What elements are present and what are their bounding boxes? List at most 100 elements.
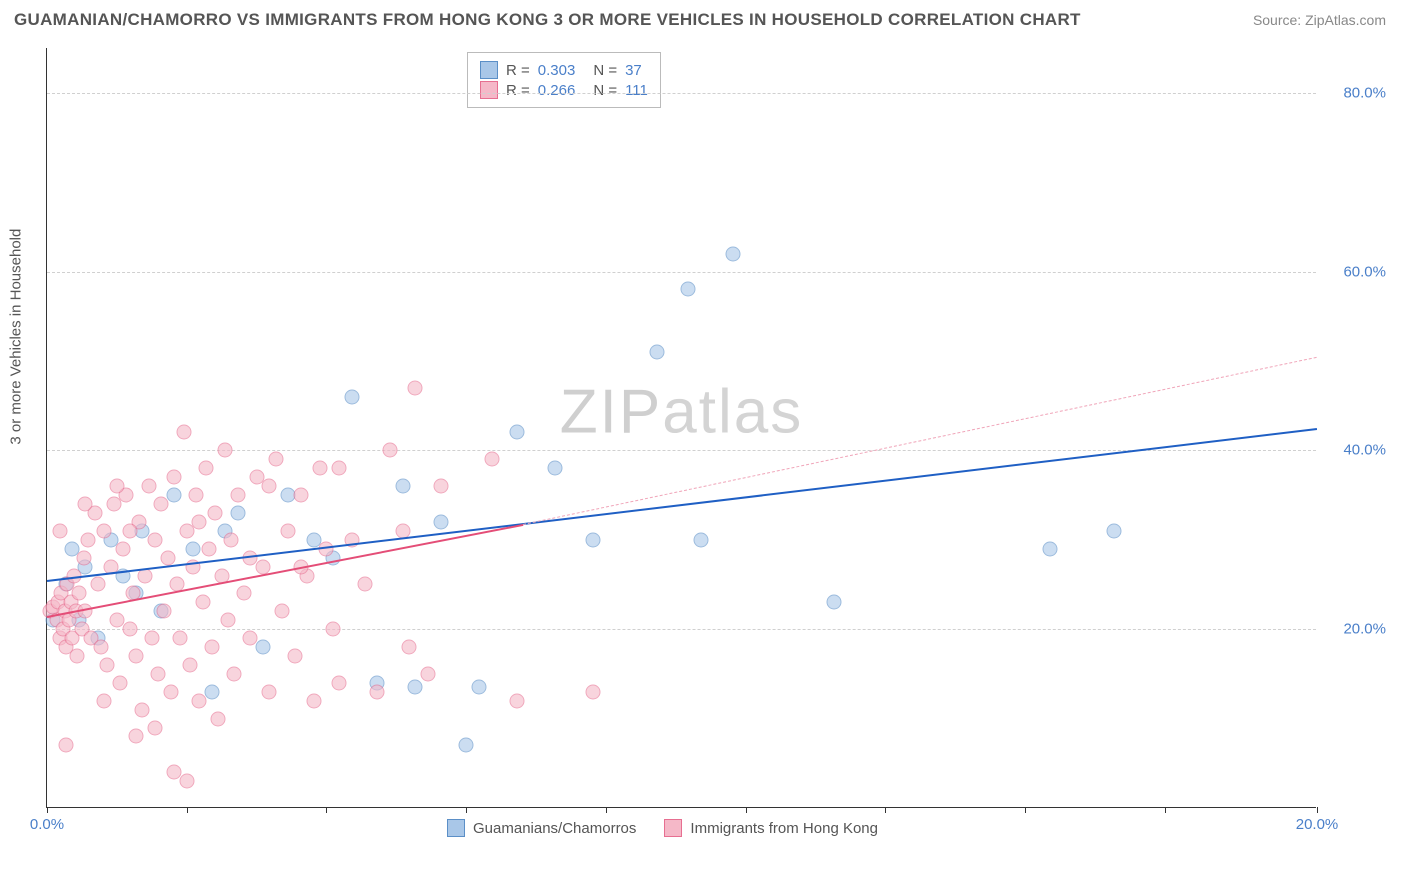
x-tick-label: 0.0% [30,816,64,833]
data-point [382,443,397,458]
data-point [421,666,436,681]
data-point [1043,541,1058,556]
plot-area: ZIPatlas R = 0.303N = 37R = 0.266N = 111… [46,48,1316,808]
data-point [433,514,448,529]
data-point [154,497,169,512]
data-point [408,380,423,395]
data-point [122,622,137,637]
x-tick-label: 20.0% [1296,816,1339,833]
data-point [509,425,524,440]
legend-item: Immigrants from Hong Kong [664,819,878,837]
x-tick [466,807,467,813]
data-point [151,666,166,681]
data-point [255,559,270,574]
data-point [586,684,601,699]
data-point [236,586,251,601]
data-point [179,774,194,789]
x-tick [606,807,607,813]
legend-swatch [447,819,465,837]
trend-line [523,356,1317,524]
x-tick [1025,807,1026,813]
data-point [243,631,258,646]
data-point [332,461,347,476]
data-point [370,684,385,699]
legend-n-value: 37 [625,62,642,79]
x-tick [187,807,188,813]
legend-swatch [480,81,498,99]
watermark: ZIPatlas [560,377,803,448]
data-point [192,514,207,529]
data-point [471,680,486,695]
data-point [262,684,277,699]
x-tick [746,807,747,813]
data-point [182,657,197,672]
data-point [81,532,96,547]
legend-label: Immigrants from Hong Kong [690,820,878,837]
data-point [113,675,128,690]
chart-title: GUAMANIAN/CHAMORRO VS IMMIGRANTS FROM HO… [14,10,1081,30]
data-point [548,461,563,476]
data-point [255,640,270,655]
data-point [306,693,321,708]
data-point [160,550,175,565]
data-point [294,488,309,503]
data-point [52,523,67,538]
data-point [186,541,201,556]
source-label: Source: ZipAtlas.com [1253,12,1386,28]
legend-n-value: 111 [625,82,648,99]
legend-n-label: N = [593,82,617,99]
legend-r-label: R = [506,82,530,99]
data-point [76,550,91,565]
data-point [217,443,232,458]
data-point [1106,523,1121,538]
data-point [459,738,474,753]
data-point [484,452,499,467]
data-point [827,595,842,610]
data-point [281,523,296,538]
data-point [122,523,137,538]
y-tick-label: 80.0% [1326,84,1386,101]
legend-r-value: 0.303 [538,62,576,79]
data-point [147,720,162,735]
data-point [128,729,143,744]
chart-container: 3 or more Vehicles in Household ZIPatlas… [46,48,1386,848]
data-point [227,666,242,681]
legend-label: Guamanians/Chamorros [473,820,636,837]
y-axis-label: 3 or more Vehicles in Household [8,229,25,445]
data-point [71,586,86,601]
data-point [313,461,328,476]
data-point [211,711,226,726]
data-point [192,693,207,708]
data-point [681,282,696,297]
data-point [135,702,150,717]
gridline [47,629,1316,630]
data-point [220,613,235,628]
data-point [274,604,289,619]
legend-r-label: R = [506,62,530,79]
data-point [176,425,191,440]
data-point [224,532,239,547]
x-tick [1317,807,1318,813]
data-point [195,595,210,610]
data-point [205,684,220,699]
data-point [201,541,216,556]
gridline [47,272,1316,273]
x-tick [885,807,886,813]
y-tick-label: 40.0% [1326,442,1386,459]
legend-series: Guamanians/Chamorros Immigrants from Hong… [447,819,878,837]
data-point [649,345,664,360]
data-point [725,246,740,261]
data-point [208,505,223,520]
y-tick-label: 60.0% [1326,263,1386,280]
legend-r-value: 0.266 [538,82,576,99]
data-point [128,649,143,664]
data-point [157,604,172,619]
data-point [116,541,131,556]
data-point [100,657,115,672]
data-point [147,532,162,547]
data-point [230,488,245,503]
data-point [173,631,188,646]
legend-swatch [480,61,498,79]
data-point [509,693,524,708]
data-point [109,479,124,494]
